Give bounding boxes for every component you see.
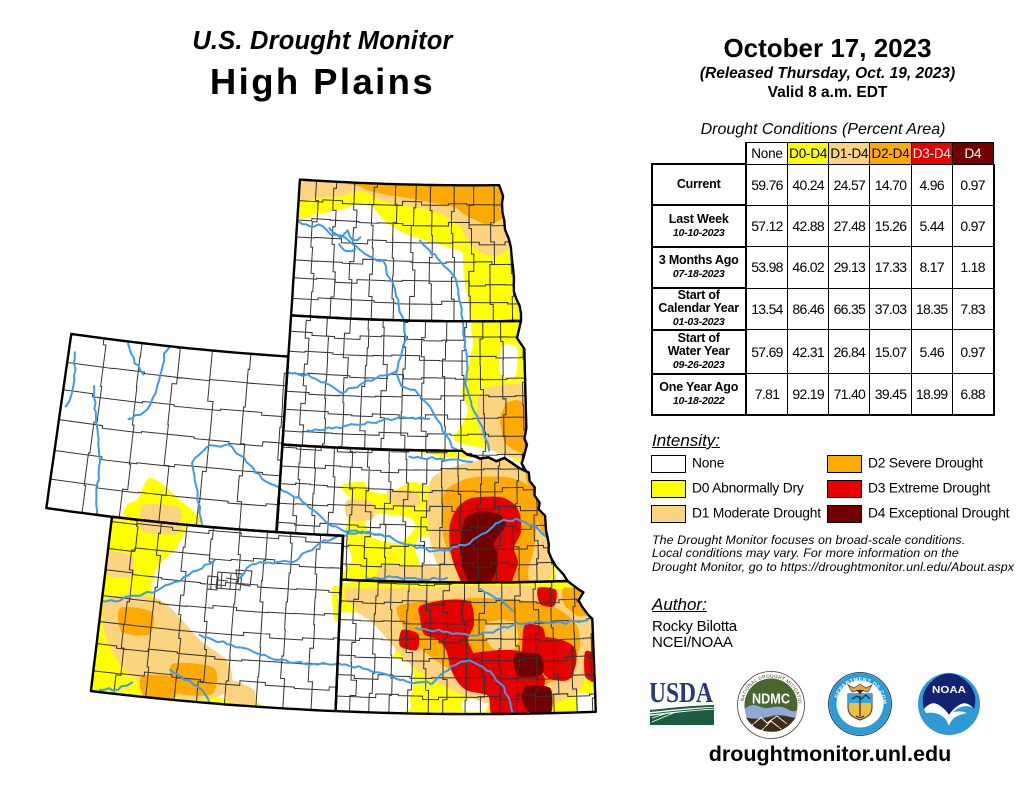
svg-text:NOAA: NOAA [932, 684, 966, 696]
svg-text:USDA: USDA [650, 680, 714, 709]
svg-text:NDMC: NDMC [752, 692, 790, 708]
